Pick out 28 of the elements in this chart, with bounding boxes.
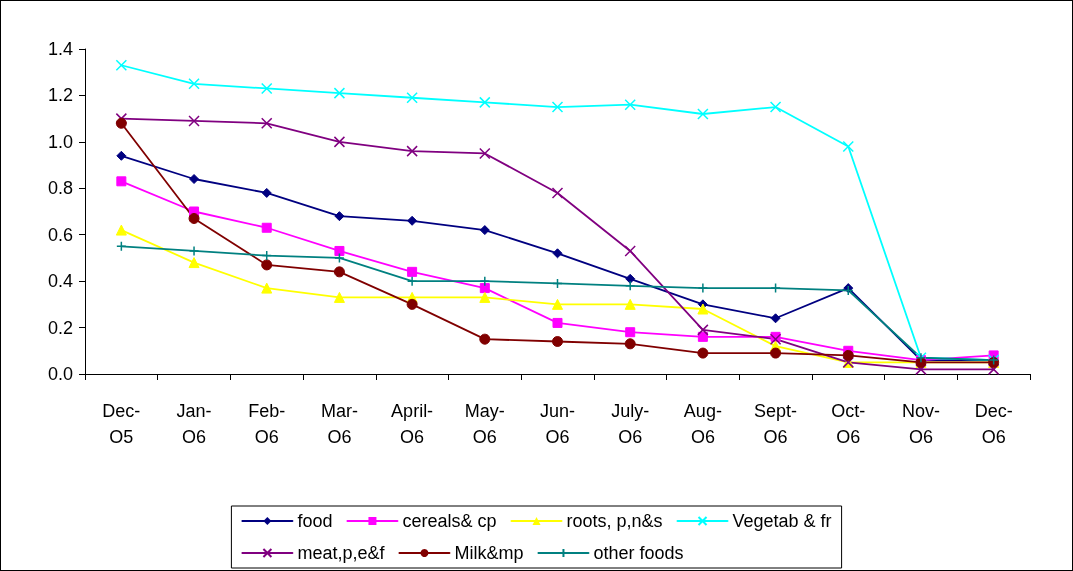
x-tick-label: April-O6 [391,401,434,447]
x-tick-label: Feb-O6 [248,401,286,447]
y-tick-label: 1.2 [47,85,73,106]
y-tick-label: 0.0 [47,364,73,384]
x-tick-label: July-O6 [611,401,650,447]
y-tick-label: 1.0 [47,131,73,152]
legend-label: Milk&mp [454,543,524,563]
legend-label: meat,p,e&f [297,543,386,563]
x-tick-label: Mar-O6 [320,401,358,447]
x-tick-label: Jun-O6 [539,401,576,447]
legend-label: cereals& cp [402,511,497,531]
y-tick-label: 0.2 [47,317,73,338]
y-tick-label: 0.4 [47,271,73,292]
x-tick-label: Oct-O6 [831,401,866,447]
x-tick-label: Dec-O6 [974,401,1013,447]
x-tick-label: Nov-O6 [901,401,940,447]
legend-label: roots, p,n&s [566,511,663,531]
x-tick-label: Jan-O6 [176,401,212,447]
y-tick-label: 0.6 [47,224,73,245]
x-tick-label: Dec-O5 [102,401,141,447]
x-tick-label: Sept-O6 [754,401,798,447]
legend-label: Vegetab & fr [732,511,832,531]
legend-label: other foods [593,543,684,563]
y-tick-label: 0.8 [47,178,73,199]
x-tick-label: Aug-O6 [683,401,722,447]
x-tick-label: May-O6 [464,401,505,447]
legend-label: food [297,511,333,531]
y-tick-label: 1.4 [47,39,73,59]
